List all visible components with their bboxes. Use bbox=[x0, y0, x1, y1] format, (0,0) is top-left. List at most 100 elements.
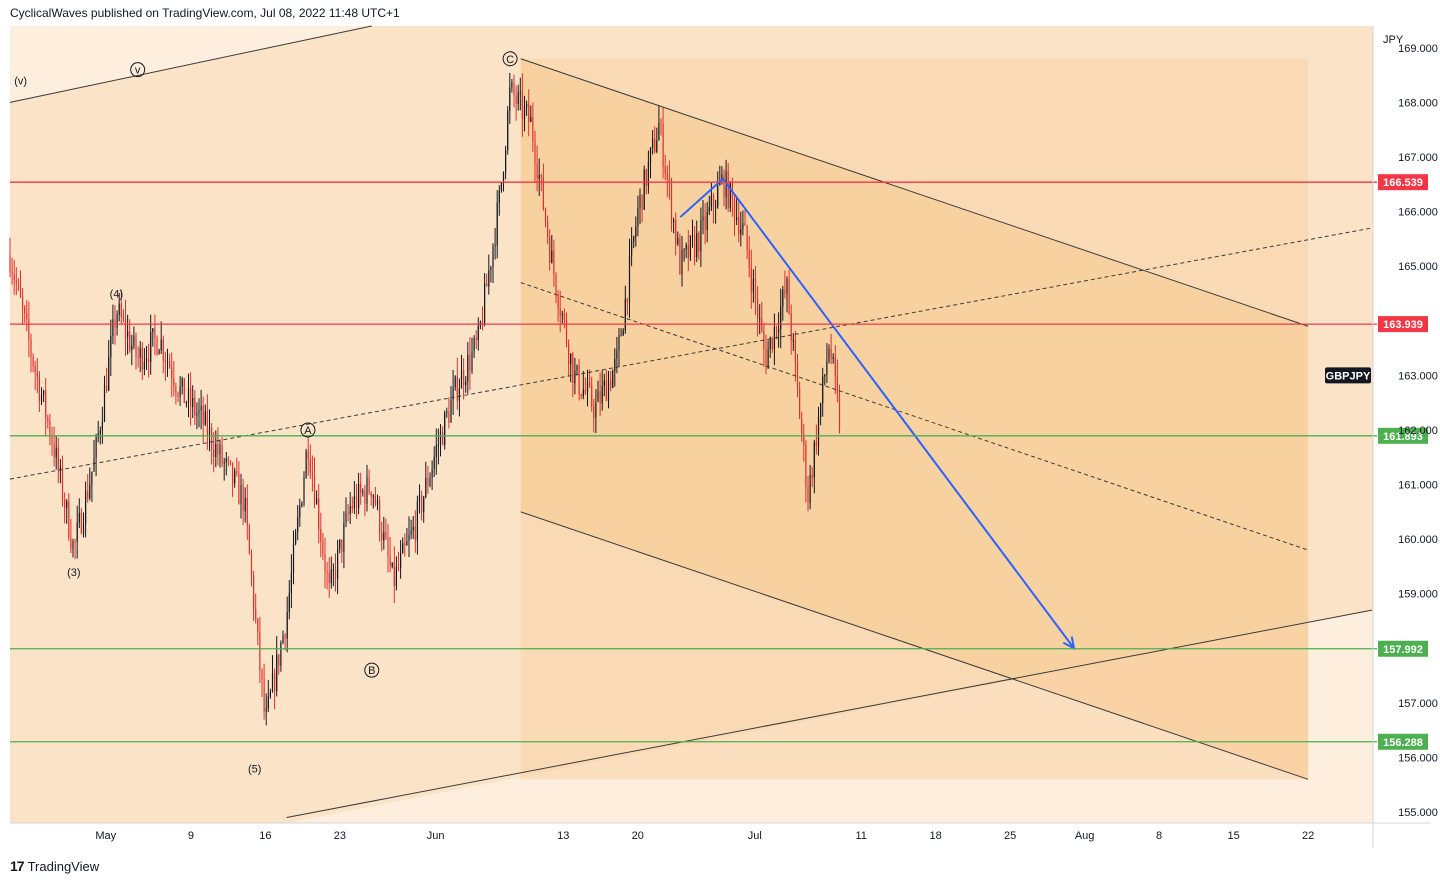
candle-body bbox=[767, 349, 769, 369]
candle-body bbox=[591, 385, 593, 407]
brand-name[interactable]: TradingView bbox=[27, 858, 100, 874]
candle bbox=[124, 299, 127, 357]
candle-body bbox=[824, 374, 826, 377]
x-tick-label: 20 bbox=[632, 830, 644, 842]
candle-body bbox=[303, 477, 305, 503]
candle-body bbox=[660, 122, 662, 124]
candle-body bbox=[559, 309, 561, 316]
candle bbox=[486, 273, 488, 287]
candle-body bbox=[349, 506, 351, 515]
x-tick-label: Aug bbox=[1075, 830, 1095, 842]
candle-body bbox=[248, 525, 250, 554]
candle bbox=[628, 238, 631, 318]
y-tick-label: 167.000 bbox=[1398, 152, 1438, 164]
candle bbox=[421, 490, 423, 521]
candle-body bbox=[715, 206, 717, 208]
candle bbox=[116, 310, 118, 336]
candle-body bbox=[93, 457, 95, 472]
candle bbox=[250, 549, 253, 587]
candle bbox=[341, 539, 343, 564]
candle-body bbox=[150, 332, 152, 362]
candle bbox=[232, 462, 234, 497]
descending-channel-fill bbox=[520, 58, 1309, 780]
candle bbox=[311, 455, 313, 492]
candle-body bbox=[765, 348, 767, 369]
candle bbox=[145, 345, 148, 371]
candle bbox=[169, 353, 171, 369]
x-tick-label: 13 bbox=[557, 830, 569, 842]
candle bbox=[414, 510, 416, 553]
candle bbox=[299, 498, 301, 527]
candle-body bbox=[78, 512, 80, 523]
publish-info: published on TradingView.com, Jul 08, 20… bbox=[90, 6, 400, 20]
candle-body bbox=[192, 397, 194, 408]
candle-body bbox=[238, 473, 240, 505]
candle-body bbox=[240, 485, 242, 505]
candle-body bbox=[647, 162, 649, 186]
candle-body bbox=[253, 575, 255, 610]
candle bbox=[742, 210, 744, 236]
candle bbox=[662, 106, 664, 179]
candle-body bbox=[551, 250, 553, 263]
candle bbox=[549, 229, 551, 271]
candle bbox=[28, 301, 30, 358]
candle-body bbox=[17, 282, 19, 284]
candle-body bbox=[30, 340, 32, 357]
x-tick-label: 25 bbox=[1004, 830, 1016, 842]
level-price-label: 156.288 bbox=[1383, 737, 1423, 749]
candle-body bbox=[486, 283, 488, 287]
candle-body bbox=[683, 249, 685, 251]
candle bbox=[570, 353, 572, 383]
candle bbox=[253, 570, 255, 622]
candle-body bbox=[51, 437, 53, 445]
level-price-tag bbox=[1378, 316, 1428, 333]
candle bbox=[838, 384, 841, 434]
candle-body bbox=[757, 299, 759, 319]
candle-body bbox=[492, 245, 494, 268]
candle-body bbox=[370, 492, 372, 497]
candle-body bbox=[164, 360, 166, 363]
candle bbox=[400, 540, 402, 579]
candle bbox=[748, 236, 750, 278]
candle-body bbox=[213, 449, 215, 458]
candle bbox=[498, 185, 500, 216]
candle bbox=[616, 336, 618, 374]
y-tick-label: 163.000 bbox=[1398, 370, 1438, 382]
candle bbox=[391, 562, 393, 569]
candle bbox=[337, 539, 339, 595]
candle-body bbox=[794, 340, 796, 363]
candle bbox=[36, 358, 38, 394]
candle bbox=[202, 396, 204, 443]
candle bbox=[817, 406, 820, 456]
candle bbox=[557, 290, 559, 322]
candle-body bbox=[631, 241, 633, 256]
candle-body bbox=[549, 236, 551, 263]
candle-body bbox=[341, 539, 343, 552]
candle bbox=[731, 177, 733, 217]
author-name[interactable]: CyclicalWaves bbox=[10, 6, 88, 20]
candle-body bbox=[775, 326, 778, 332]
candle bbox=[198, 398, 200, 428]
candle bbox=[204, 404, 206, 427]
candle-body bbox=[374, 495, 376, 505]
candle bbox=[775, 325, 778, 340]
candle-body bbox=[689, 235, 691, 259]
candle-body bbox=[234, 471, 236, 484]
candle bbox=[187, 373, 190, 418]
candle-body bbox=[95, 437, 97, 458]
y-tick-label: 169.000 bbox=[1398, 43, 1438, 55]
candle-body bbox=[488, 270, 490, 287]
axes: JPY169.000168.000167.000166.000165.00016… bbox=[10, 26, 1438, 848]
candle-body bbox=[742, 223, 744, 230]
candle bbox=[353, 480, 355, 515]
candle bbox=[57, 438, 59, 483]
candle bbox=[166, 348, 169, 377]
candle-body bbox=[517, 92, 519, 104]
candle-body bbox=[148, 358, 150, 362]
candle-body bbox=[208, 427, 211, 437]
candle-body bbox=[276, 654, 278, 692]
candle-body bbox=[519, 91, 521, 93]
candle-body bbox=[784, 289, 786, 294]
candle-body bbox=[381, 533, 383, 541]
